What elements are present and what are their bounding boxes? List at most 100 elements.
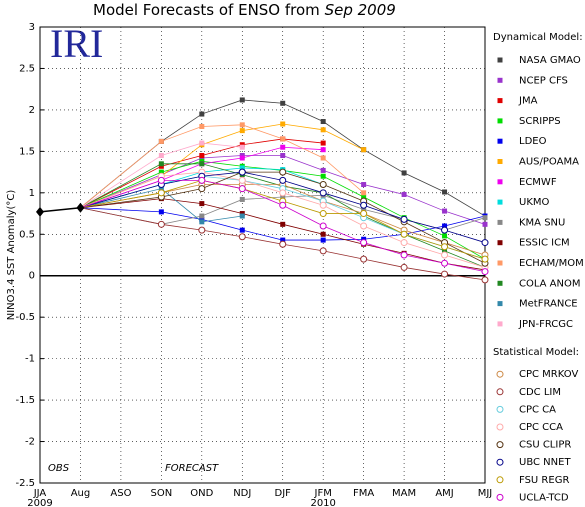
y-tick-label: -1 xyxy=(25,354,35,365)
data-point xyxy=(198,226,206,234)
legend-label: LDEO xyxy=(519,136,547,147)
series-line xyxy=(80,155,486,225)
data-point xyxy=(441,251,449,259)
data-point xyxy=(481,255,489,263)
data-point xyxy=(442,233,448,239)
data-point xyxy=(239,122,245,128)
series-line xyxy=(80,171,486,268)
legend-swatch xyxy=(496,423,504,431)
x-tick-label: MJJ xyxy=(478,488,493,499)
data-point xyxy=(239,128,245,134)
legend-label: COLA ANOM xyxy=(519,278,581,289)
data-point xyxy=(239,196,245,202)
data-point xyxy=(157,220,165,228)
data-point xyxy=(360,239,368,247)
x-tick-label: AMJ xyxy=(435,488,453,499)
data-point xyxy=(199,111,205,117)
observed-point xyxy=(36,206,44,217)
series-line xyxy=(80,188,243,223)
data-point xyxy=(199,123,205,129)
data-point xyxy=(158,138,164,144)
data-point xyxy=(442,223,448,229)
series-line xyxy=(80,184,486,256)
data-point xyxy=(319,201,327,209)
legend-swatch xyxy=(496,476,504,484)
legend-label: MetFRANCE xyxy=(519,299,578,310)
series-line xyxy=(80,160,486,260)
data-point xyxy=(198,176,206,184)
data-point xyxy=(361,147,367,153)
data-point xyxy=(279,201,287,209)
data-point xyxy=(441,226,449,234)
x-tick-label: FMA xyxy=(353,488,374,499)
legend-swatch xyxy=(496,458,504,466)
data-point xyxy=(157,189,165,197)
data-point xyxy=(320,140,326,146)
data-point xyxy=(319,222,327,230)
data-point xyxy=(400,230,408,238)
data-point xyxy=(238,176,246,184)
data-point xyxy=(239,155,245,161)
data-point xyxy=(199,201,205,207)
data-point xyxy=(319,210,327,218)
y-tick-label: 3 xyxy=(29,22,35,33)
legend-swatch xyxy=(497,57,503,63)
legend-label: FSU REGR xyxy=(519,475,569,486)
legend-label: CSU CLIPR xyxy=(519,440,571,451)
x-sublabel: 2010 xyxy=(310,498,335,507)
data-point xyxy=(360,210,368,218)
x-tick-label: DJF xyxy=(275,488,292,499)
legend-swatch xyxy=(496,370,504,378)
data-point xyxy=(442,189,448,195)
y-tick-label: -2 xyxy=(25,437,35,448)
y-tick-label: 2 xyxy=(29,105,35,116)
data-point xyxy=(320,231,326,237)
data-point xyxy=(320,173,326,179)
legend-label: UKMO xyxy=(519,197,550,208)
data-point xyxy=(199,219,205,225)
series-line xyxy=(80,163,486,268)
legend-label: SCRIPPS xyxy=(519,116,561,127)
data-point xyxy=(360,255,368,263)
data-point xyxy=(157,176,165,184)
legend-label: CPC CCA xyxy=(519,422,563,433)
plot-frame xyxy=(39,26,486,484)
logo: IRI xyxy=(50,21,103,66)
data-point xyxy=(319,181,327,189)
y-tick-label: -1.5 xyxy=(15,395,35,406)
legend-swatch xyxy=(497,159,503,164)
legend-swatch xyxy=(497,280,503,286)
data-point xyxy=(158,153,164,159)
legend-label: CPC MRKOV xyxy=(519,369,578,380)
data-point xyxy=(279,176,287,184)
series-line xyxy=(80,179,486,272)
data-point xyxy=(279,189,287,197)
legend-label: ESSIC ICM xyxy=(519,238,570,249)
data-point xyxy=(441,270,449,278)
x-tick-label: NDJ xyxy=(233,488,251,499)
series-line xyxy=(80,198,486,271)
data-point xyxy=(280,153,286,159)
y-axis-title: NINO3.4 SST Anomaly(°C) xyxy=(6,190,17,321)
series-line xyxy=(80,207,486,281)
data-point xyxy=(239,144,245,150)
data-point xyxy=(442,208,448,214)
series-line xyxy=(80,99,486,217)
legend-label: KMA SNU xyxy=(519,217,565,228)
data-point xyxy=(361,194,367,200)
legend-label: JMA xyxy=(518,96,538,107)
series-line xyxy=(80,171,486,264)
data-point xyxy=(199,140,205,146)
y-tick-label: 1 xyxy=(29,188,35,199)
data-point xyxy=(319,247,327,255)
data-point xyxy=(320,155,326,161)
data-point xyxy=(239,213,245,219)
legend-swatch xyxy=(496,388,504,396)
data-point xyxy=(280,136,286,142)
legend-swatch xyxy=(497,199,503,205)
series-line xyxy=(39,206,81,213)
legend-label: CDC LIM xyxy=(519,387,561,398)
chart-title: Model Forecasts of ENSO from Sep 2009 xyxy=(93,1,396,19)
series-line xyxy=(80,207,486,241)
data-point xyxy=(361,206,367,212)
